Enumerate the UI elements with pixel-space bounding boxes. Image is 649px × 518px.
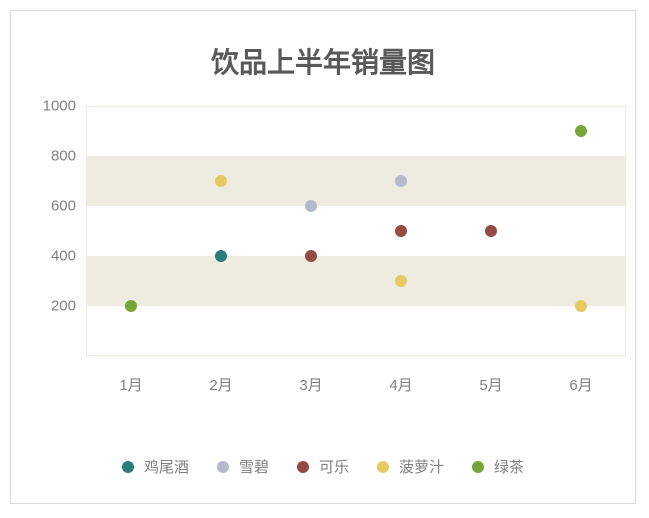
y-tick-label: 200: [51, 298, 76, 315]
legend-item: 可乐: [297, 456, 349, 477]
legend-label: 绿茶: [494, 456, 524, 477]
plot-area: 20040060080010001月2月3月4月5月6月: [86, 106, 626, 356]
data-point: [215, 175, 227, 187]
legend-item: 菠萝汁: [377, 456, 444, 477]
plot-band: [86, 156, 626, 206]
x-tick-label: 4月: [389, 374, 412, 395]
data-point: [575, 300, 587, 312]
legend-swatch-icon: [217, 461, 229, 473]
plot-border: [86, 106, 626, 356]
x-tick-label: 1月: [119, 374, 142, 395]
x-tick-label: 6月: [569, 374, 592, 395]
legend-swatch-icon: [377, 461, 389, 473]
data-point: [395, 225, 407, 237]
x-tick-label: 3月: [299, 374, 322, 395]
legend-item: 鸡尾酒: [122, 456, 189, 477]
legend-swatch-icon: [472, 461, 484, 473]
legend-label: 鸡尾酒: [144, 456, 189, 477]
x-tick-label: 5月: [479, 374, 502, 395]
data-point: [395, 275, 407, 287]
data-point: [575, 125, 587, 137]
legend-label: 雪碧: [239, 456, 269, 477]
legend-swatch-icon: [297, 461, 309, 473]
y-tick-label: 600: [51, 198, 76, 215]
data-point: [305, 200, 317, 212]
data-point: [305, 250, 317, 262]
y-tick-label: 1000: [43, 98, 76, 115]
legend-label: 可乐: [319, 456, 349, 477]
legend: 鸡尾酒 雪碧 可乐 菠萝汁 绿茶: [11, 456, 635, 477]
legend-item: 雪碧: [217, 456, 269, 477]
data-point: [125, 300, 137, 312]
chart-container: 饮品上半年销量图 20040060080010001月2月3月4月5月6月 鸡尾…: [10, 10, 636, 504]
legend-label: 菠萝汁: [399, 456, 444, 477]
legend-swatch-icon: [122, 461, 134, 473]
data-point: [485, 225, 497, 237]
plot-band: [86, 256, 626, 306]
x-tick-label: 2月: [209, 374, 232, 395]
chart-title: 饮品上半年销量图: [11, 41, 635, 81]
legend-item: 绿茶: [472, 456, 524, 477]
y-tick-label: 800: [51, 148, 76, 165]
data-point: [215, 250, 227, 262]
y-tick-label: 400: [51, 248, 76, 265]
data-point: [395, 175, 407, 187]
